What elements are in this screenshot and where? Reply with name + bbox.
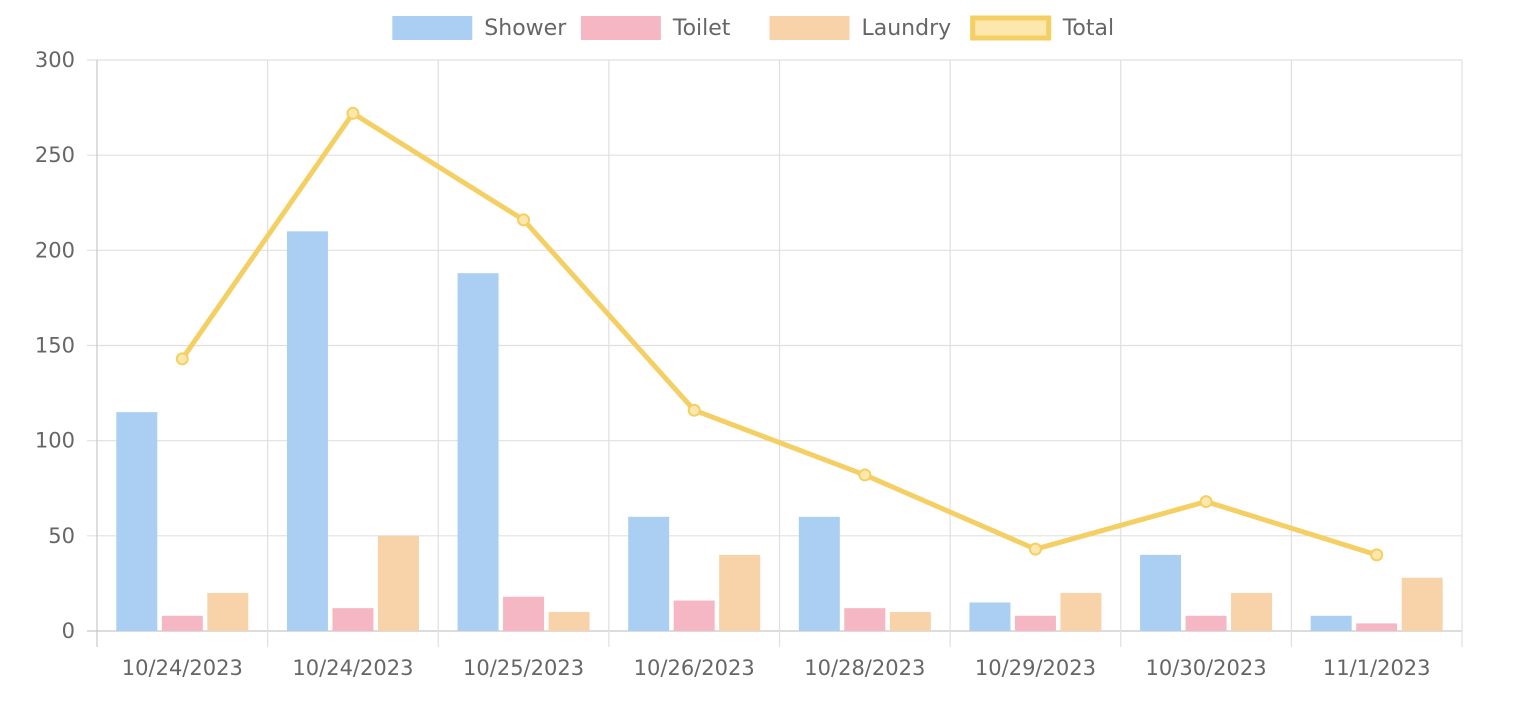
bar-toilet[interactable] <box>332 608 373 631</box>
bar-laundry[interactable] <box>719 555 760 631</box>
bar-toilet[interactable] <box>1015 616 1056 631</box>
legend-item-laundry[interactable]: Laundry <box>770 16 952 41</box>
bar-toilet[interactable] <box>503 597 544 631</box>
bar-shower[interactable] <box>1140 555 1181 631</box>
point-total[interactable] <box>518 214 529 225</box>
bar-laundry[interactable] <box>549 612 590 631</box>
y-tick-label: 100 <box>35 429 75 453</box>
y-tick-label: 150 <box>35 334 75 358</box>
bar-laundry[interactable] <box>207 593 248 631</box>
x-tick-label: 10/28/2023 <box>804 656 925 680</box>
legend-label: Total <box>1062 16 1114 41</box>
bar-shower[interactable] <box>628 517 669 631</box>
y-tick-label: 200 <box>35 238 75 262</box>
legend-swatch <box>770 16 850 40</box>
legend-swatch <box>392 16 472 40</box>
bar-toilet[interactable] <box>1186 616 1227 631</box>
legend-swatch <box>973 18 1049 38</box>
legend-label: Shower <box>484 16 567 41</box>
legend: Shower Toilet Laundry Total <box>392 16 1114 41</box>
x-tick-label: 10/25/2023 <box>463 656 584 680</box>
bar-toilet[interactable] <box>844 608 885 631</box>
x-tick-label: 10/29/2023 <box>975 656 1096 680</box>
bar-shower[interactable] <box>116 412 157 631</box>
bar-laundry[interactable] <box>1231 593 1272 631</box>
bar-laundry[interactable] <box>890 612 931 631</box>
point-total[interactable] <box>1201 496 1212 507</box>
point-total[interactable] <box>347 108 358 119</box>
bar-toilet[interactable] <box>674 601 715 631</box>
bar-laundry[interactable] <box>378 536 419 631</box>
legend-item-shower[interactable]: Shower <box>392 16 567 41</box>
y-tick-label: 0 <box>62 619 75 643</box>
bar-shower[interactable] <box>969 602 1010 631</box>
x-tick-label: 10/30/2023 <box>1146 656 1267 680</box>
y-tick-label: 50 <box>48 524 75 548</box>
legend-item-toilet[interactable]: Toilet <box>581 16 731 41</box>
point-total[interactable] <box>859 469 870 480</box>
legend-label: Toilet <box>672 16 731 41</box>
bar-toilet[interactable] <box>1356 623 1397 631</box>
legend-label: Laundry <box>862 16 952 41</box>
bar-shower[interactable] <box>1311 616 1352 631</box>
point-total[interactable] <box>689 405 700 416</box>
bar-toilet[interactable] <box>162 616 203 631</box>
bar-shower[interactable] <box>287 231 328 631</box>
bar-shower[interactable] <box>799 517 840 631</box>
y-tick-label: 250 <box>35 143 75 167</box>
y-tick-label: 300 <box>35 48 75 72</box>
bar-laundry[interactable] <box>1402 578 1443 631</box>
point-total[interactable] <box>177 353 188 364</box>
x-tick-label: 10/24/2023 <box>292 656 413 680</box>
bar-laundry[interactable] <box>1060 593 1101 631</box>
point-total[interactable] <box>1030 544 1041 555</box>
legend-item-total[interactable]: Total <box>973 16 1114 41</box>
point-total[interactable] <box>1371 549 1382 560</box>
bar-shower[interactable] <box>458 273 499 631</box>
legend-swatch <box>581 16 661 40</box>
x-tick-label: 10/24/2023 <box>122 656 243 680</box>
x-tick-label: 11/1/2023 <box>1323 656 1431 680</box>
x-tick-label: 10/26/2023 <box>634 656 755 680</box>
